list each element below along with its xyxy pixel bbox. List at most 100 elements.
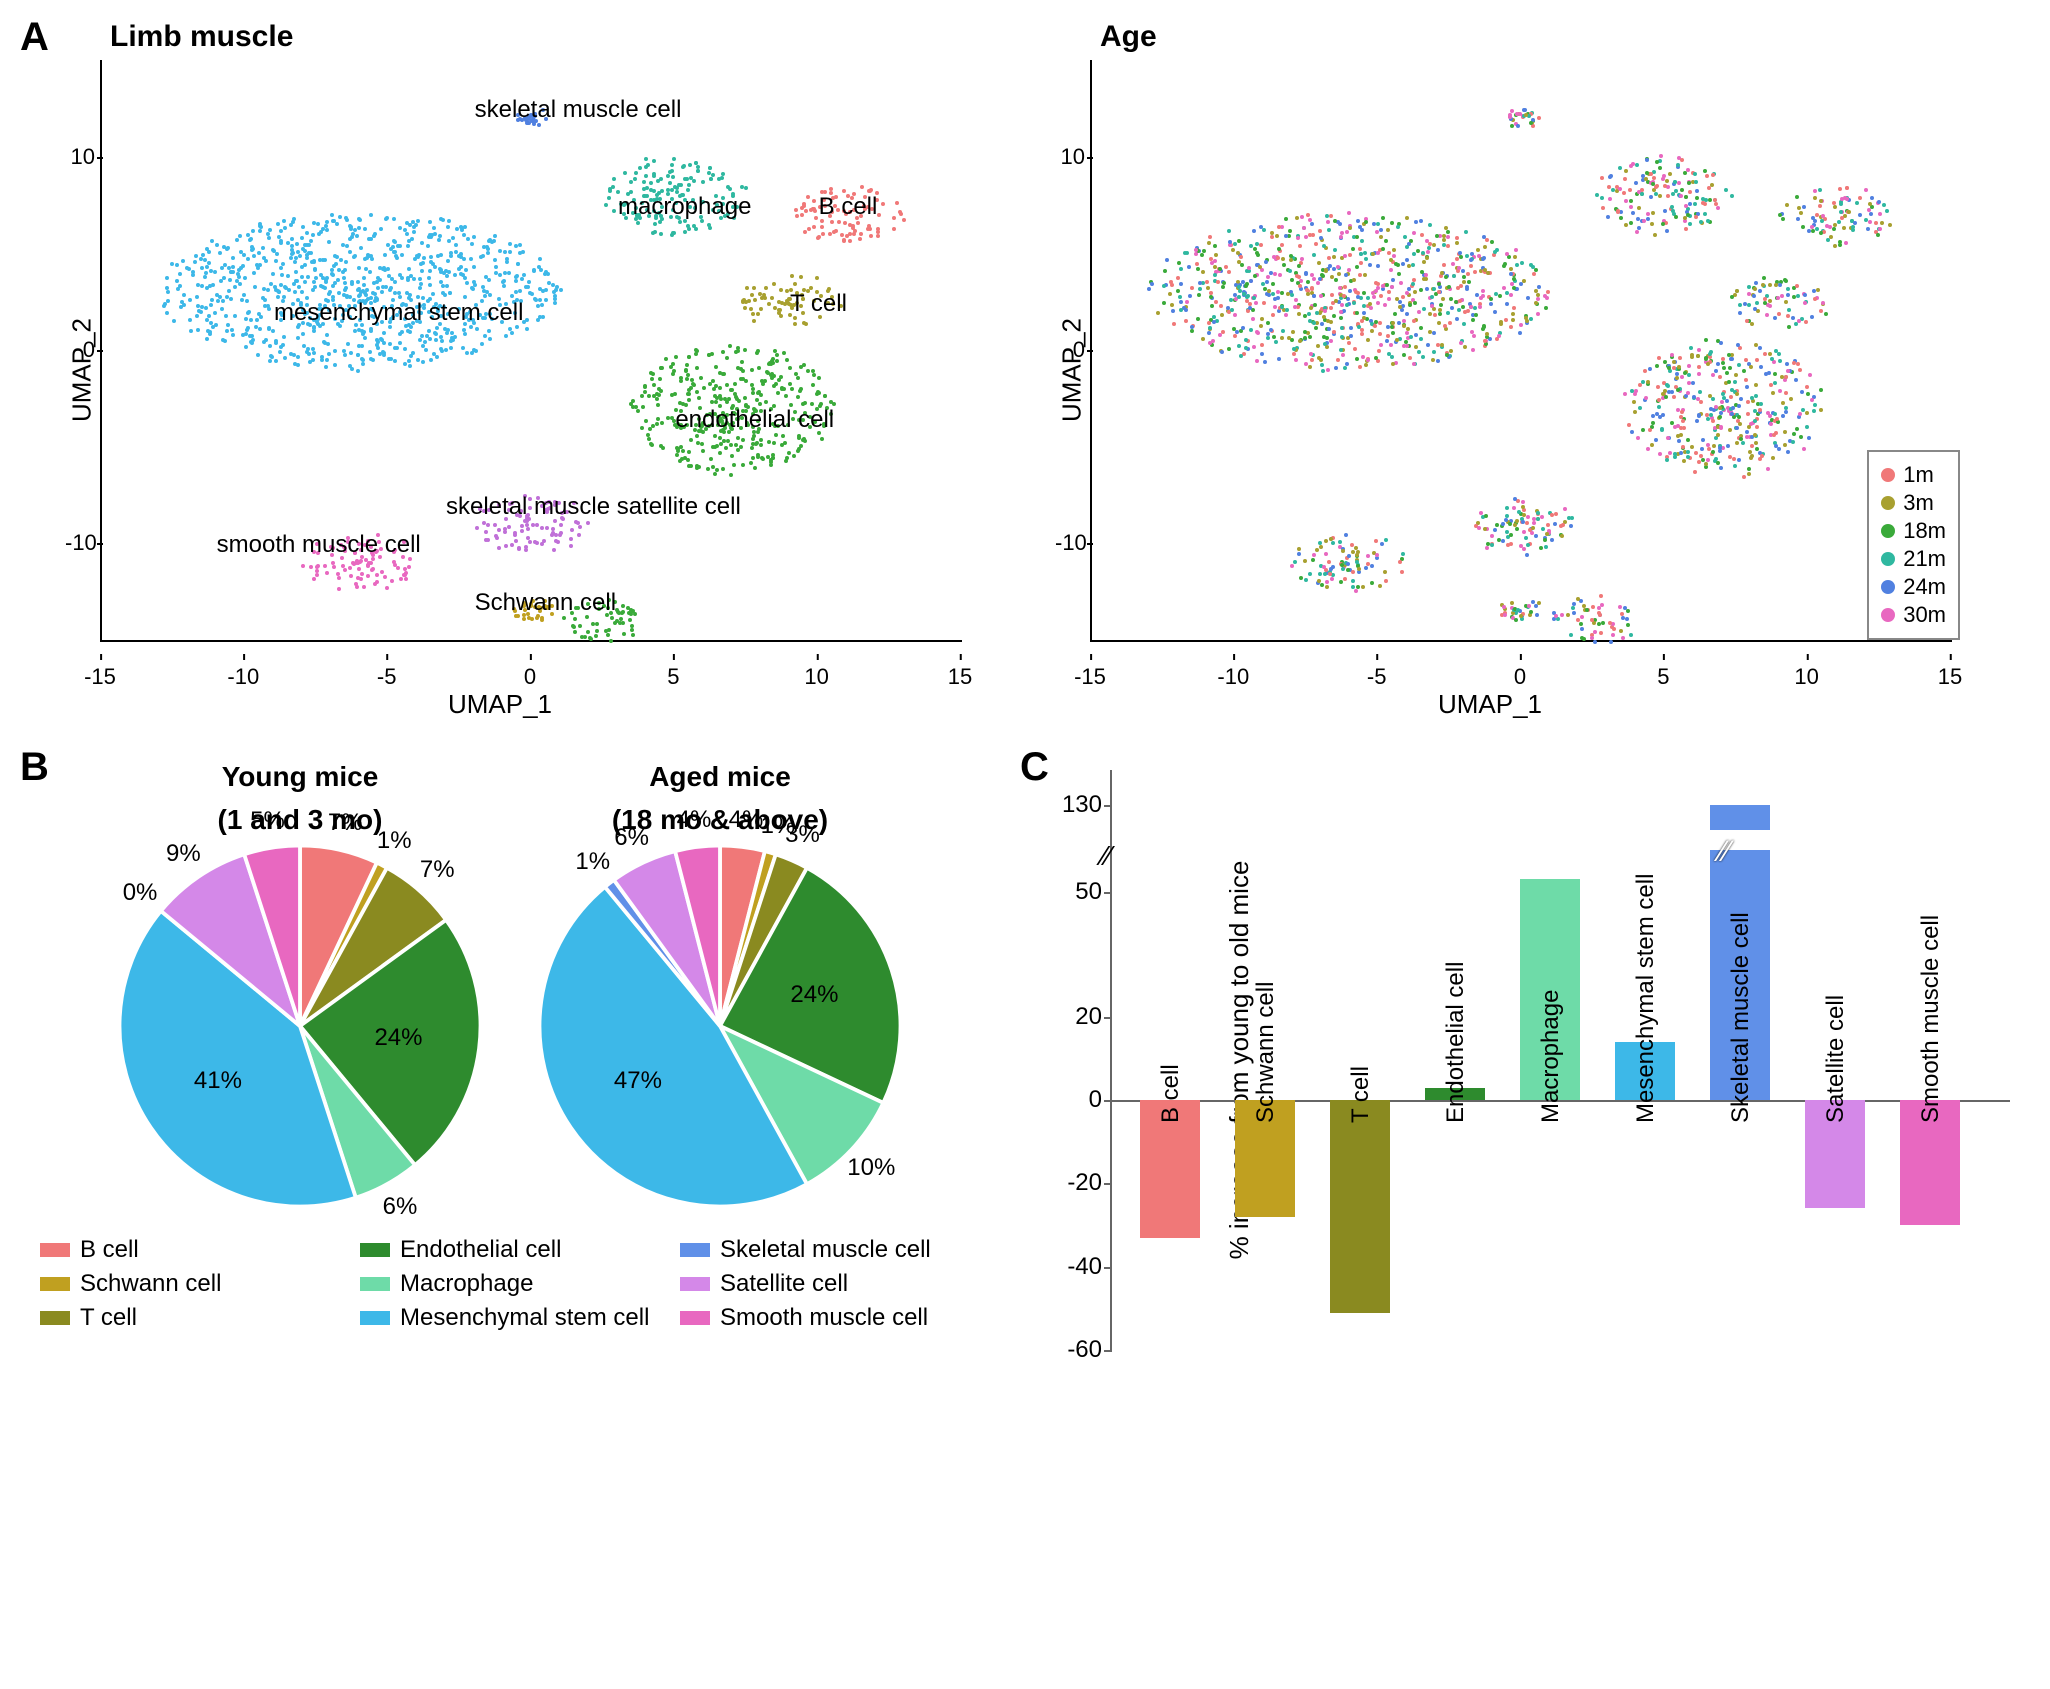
umap-point	[1653, 233, 1657, 237]
umap-point	[902, 218, 906, 222]
umap-point	[1331, 541, 1335, 545]
umap-point	[696, 165, 700, 169]
umap-point	[433, 265, 437, 269]
umap-point	[1718, 446, 1722, 450]
umap-point	[454, 243, 458, 247]
umap-point	[1529, 263, 1533, 267]
umap-point	[429, 255, 433, 259]
umap-point	[767, 440, 771, 444]
umap-point	[443, 327, 447, 331]
umap-point	[685, 363, 689, 367]
umap-point	[1366, 296, 1370, 300]
umap-point	[1794, 378, 1798, 382]
umap-point	[1534, 289, 1538, 293]
umap-point	[325, 220, 329, 224]
umap-point	[1686, 391, 1690, 395]
umap-point	[1411, 263, 1415, 267]
umap-point	[695, 349, 699, 353]
umap-point	[750, 293, 754, 297]
umap-point	[718, 386, 722, 390]
umap-point	[464, 268, 468, 272]
umap-point	[1749, 456, 1753, 460]
umap-point	[333, 363, 337, 367]
umap-point	[1591, 605, 1595, 609]
umap-point	[1355, 235, 1359, 239]
umap-point	[1707, 447, 1711, 451]
umap-point	[877, 213, 881, 217]
umap-point	[325, 333, 329, 337]
umap-point	[1300, 257, 1304, 261]
umap-point	[1490, 534, 1494, 538]
umap-point	[1797, 206, 1801, 210]
umap-point	[1733, 293, 1737, 297]
umap-point	[1340, 231, 1344, 235]
pie-legend-item: Satellite cell	[680, 1270, 980, 1298]
umap-point	[1442, 263, 1446, 267]
umap-point	[209, 269, 213, 273]
umap-point	[1249, 279, 1253, 283]
umap-point	[376, 346, 380, 350]
umap-point	[1238, 289, 1242, 293]
umap-point	[1701, 197, 1705, 201]
umap-point	[1325, 336, 1329, 340]
umap-point	[647, 394, 651, 398]
umap-point	[518, 289, 522, 293]
umap-point	[271, 272, 275, 276]
umap-point	[1465, 254, 1469, 258]
umap-point	[721, 350, 725, 354]
umap-point	[400, 253, 404, 257]
umap-point	[1449, 349, 1453, 353]
umap-point	[1176, 276, 1180, 280]
umap-point	[241, 264, 245, 268]
umap-point	[205, 337, 209, 341]
umap-point	[1842, 226, 1846, 230]
umap-point	[1719, 341, 1723, 345]
umap-point	[1803, 301, 1807, 305]
umap-point	[1537, 285, 1541, 289]
umap-point	[1786, 314, 1790, 318]
umap-point	[472, 265, 476, 269]
umap-point	[1643, 369, 1647, 373]
umap-point	[405, 291, 409, 295]
umap-point	[1795, 284, 1799, 288]
umap-point	[607, 196, 611, 200]
pie-legend: B cellEndothelial cellSkeletal muscle ce…	[20, 1236, 1000, 1332]
umap-point	[1650, 443, 1654, 447]
umap-point	[674, 355, 678, 359]
umap-point	[1481, 289, 1485, 293]
umap-point	[649, 181, 653, 185]
umap-point	[1622, 191, 1626, 195]
umap-point	[1396, 225, 1400, 229]
umap-point	[1381, 216, 1385, 220]
umap-point	[1718, 449, 1722, 453]
umap-point	[461, 346, 465, 350]
umap-point	[1676, 388, 1680, 392]
umap-point	[1721, 357, 1725, 361]
umap-point	[1874, 221, 1878, 225]
umap-point	[779, 288, 783, 292]
umap-point	[1304, 272, 1308, 276]
bar-ytick: -40	[1060, 1253, 1102, 1281]
umap-point	[1535, 613, 1539, 617]
umap-point	[793, 322, 797, 326]
umap-point	[823, 394, 827, 398]
umap-point	[1792, 432, 1796, 436]
umap-point	[439, 335, 443, 339]
umap-point	[1627, 423, 1631, 427]
umap-point	[1778, 359, 1782, 363]
umap-point	[696, 441, 700, 445]
umap-point	[1303, 336, 1307, 340]
umap-point	[1392, 254, 1396, 258]
umap-point	[1446, 230, 1450, 234]
umap-point	[1308, 233, 1312, 237]
umap-point	[1341, 549, 1345, 553]
umap-point	[1771, 456, 1775, 460]
umap-point	[1869, 212, 1873, 216]
umap-point	[245, 299, 249, 303]
umap-point	[356, 280, 360, 284]
umap-point	[1270, 235, 1274, 239]
umap-point	[1334, 366, 1338, 370]
umap-point	[649, 188, 653, 192]
umap-point	[1162, 301, 1166, 305]
umap-point	[261, 246, 265, 250]
